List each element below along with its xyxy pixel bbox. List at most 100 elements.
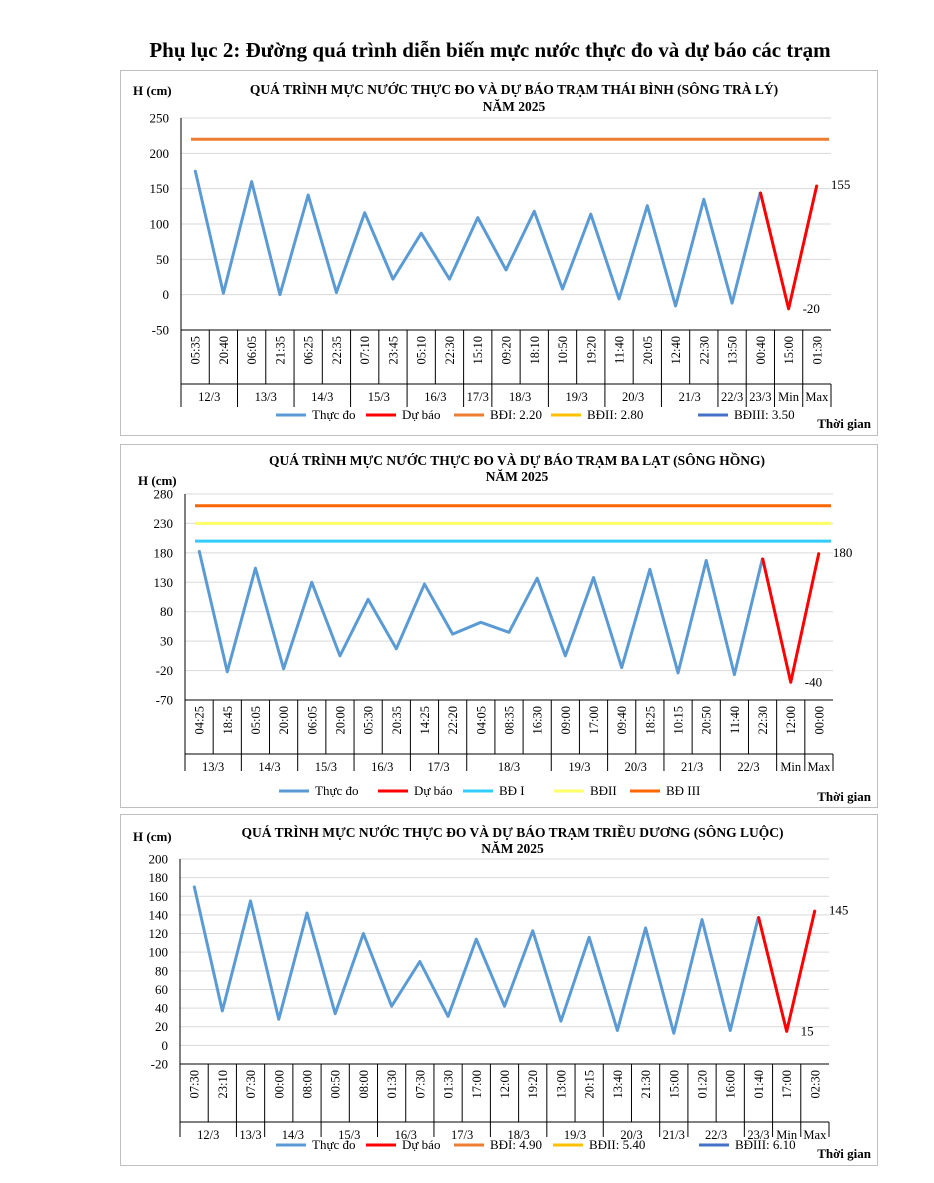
date-group-label: 21/3	[663, 1128, 685, 1142]
x-tick-label: 12:00	[498, 1070, 512, 1098]
y-tick-label: 230	[154, 516, 174, 531]
date-group-label: 13/3	[202, 760, 224, 774]
data-point	[677, 672, 679, 674]
legend-label: BĐI: 4.90	[490, 1137, 542, 1152]
legend-label: Dự báo	[402, 1137, 440, 1152]
data-point	[476, 216, 479, 219]
chart-subtitle: NĂM 2025	[481, 841, 544, 856]
date-group-label: 15/3	[338, 1128, 360, 1142]
date-group-label: 19/3	[566, 390, 588, 404]
chart-title: QUÁ TRÌNH MỰC NƯỚC THỰC ĐO VÀ DỰ BÁO TRẠ…	[242, 825, 784, 840]
date-group-label: 17/3	[427, 760, 449, 774]
chart-ba-lat: QUÁ TRÌNH MỰC NƯỚC THỰC ĐO VÀ DỰ BÁO TRẠ…	[120, 444, 878, 808]
x-tick-label: 13:00	[554, 1070, 568, 1098]
data-point	[588, 936, 590, 939]
y-tick-label: 280	[154, 487, 174, 502]
data-point	[531, 929, 534, 932]
x-tick-label: 22:20	[446, 706, 460, 734]
x-tick-label: 00:50	[329, 1070, 343, 1098]
data-point	[279, 293, 281, 296]
data-point	[395, 647, 398, 650]
date-group-label: 23/3	[747, 1128, 769, 1142]
x-tick-label: 07:30	[413, 1070, 427, 1098]
x-tick-label: 06:05	[245, 336, 259, 364]
y-axis-label: H (cm)	[133, 83, 172, 98]
chart-thai-binh-svg: QUÁ TRÌNH MỰC NƯỚC THỰC ĐO VÀ DỰ BÁO TRẠ…	[133, 82, 872, 431]
data-point	[277, 1018, 280, 1021]
chart-title: QUÁ TRÌNH MỰC NƯỚC THỰC ĐO VÀ DỰ BÁO TRẠ…	[250, 82, 778, 97]
y-tick-label: 100	[150, 217, 170, 232]
y-tick-label: 130	[154, 575, 174, 590]
x-tick-label: 14:25	[418, 706, 432, 734]
x-tick-label: 20:00	[333, 706, 347, 734]
date-group-label: 17/3	[467, 390, 489, 404]
y-tick-label: 40	[155, 1001, 168, 1016]
x-tick-label: 01:40	[752, 1070, 766, 1098]
x-tick-label: 08:00	[300, 1070, 314, 1098]
data-point	[508, 631, 510, 634]
data-point	[733, 673, 736, 676]
y-tick-label: 0	[163, 287, 170, 302]
x-axis-label: Thời gian	[817, 1146, 872, 1161]
data-point	[787, 308, 790, 310]
data-point	[701, 918, 703, 921]
data-point	[644, 927, 647, 929]
x-tick-label: 08:35	[503, 706, 517, 734]
x-tick-label: 10:15	[672, 706, 686, 734]
x-tick-label: 05:35	[189, 336, 203, 364]
legend-label: Dự báo	[402, 407, 440, 422]
chart-title: QUÁ TRÌNH MỰC NƯỚC THỰC ĐO VÀ DỰ BÁO TRẠ…	[269, 453, 765, 468]
x-axis-label: Thời gian	[817, 789, 872, 804]
y-tick-label: -50	[152, 323, 169, 338]
y-tick-label: 250	[150, 111, 170, 126]
y-tick-label: 140	[149, 907, 169, 922]
observed-series-line	[197, 550, 765, 677]
x-tick-label: 07:30	[188, 1070, 202, 1098]
data-point	[505, 269, 507, 271]
date-group-label: 12/3	[198, 390, 220, 404]
x-tick-label: 22:35	[330, 336, 344, 364]
date-group-label: 20/3	[625, 760, 647, 774]
date-group-label: 22/3	[705, 1128, 727, 1142]
data-point	[703, 198, 705, 201]
date-group-label: 19/3	[564, 1128, 586, 1142]
x-tick-label: 19:20	[584, 336, 598, 364]
data-point	[334, 1012, 336, 1015]
data-point	[250, 180, 253, 183]
y-tick-label: 150	[150, 181, 170, 196]
date-group-label: 12/3	[197, 1128, 219, 1142]
y-tick-label: -70	[156, 693, 173, 708]
date-group-label: 18/3	[507, 1128, 529, 1142]
x-tick-label: 16:00	[724, 1070, 738, 1098]
data-point	[392, 278, 394, 280]
data-point	[818, 552, 820, 554]
y-tick-label: 200	[149, 852, 169, 867]
x-tick-label: 17:00	[587, 706, 601, 734]
date-group-label: 22/3	[721, 390, 743, 404]
x-tick-label: 18:10	[528, 336, 542, 364]
date-group-label: 14/3	[258, 760, 280, 774]
legend-label: BĐII	[590, 783, 617, 798]
data-point	[307, 194, 309, 196]
x-tick-label: 18:45	[221, 706, 235, 734]
x-tick-label: 18:25	[643, 706, 657, 734]
x-tick-label: 12:40	[669, 336, 683, 364]
x-tick-label: 15:00	[782, 336, 796, 364]
y-tick-label: 80	[155, 963, 168, 978]
x-tick-label: 12:00	[784, 706, 798, 734]
x-tick-label: 15:00	[667, 1070, 681, 1098]
observed-series-line	[192, 885, 760, 1035]
x-tick-label: 11:40	[613, 336, 627, 364]
x-tick-label: 05:10	[415, 336, 429, 364]
data-point	[475, 938, 478, 940]
chart-trieu-duong-svg: QUÁ TRÌNH MỰC NƯỚC THỰC ĐO VÀ DỰ BÁO TRẠ…	[133, 825, 872, 1161]
forecast-series-line	[761, 552, 821, 684]
x-tick-label: 22:30	[756, 706, 770, 734]
date-group-label: 15/3	[368, 390, 390, 404]
y-axis-label: H (cm)	[133, 829, 172, 844]
x-axis-label: Thời gian	[817, 416, 872, 431]
data-label: 180	[833, 545, 853, 560]
data-point	[761, 557, 764, 559]
data-point	[785, 1030, 788, 1033]
legend-label: BĐIII: 6.10	[735, 1137, 796, 1152]
